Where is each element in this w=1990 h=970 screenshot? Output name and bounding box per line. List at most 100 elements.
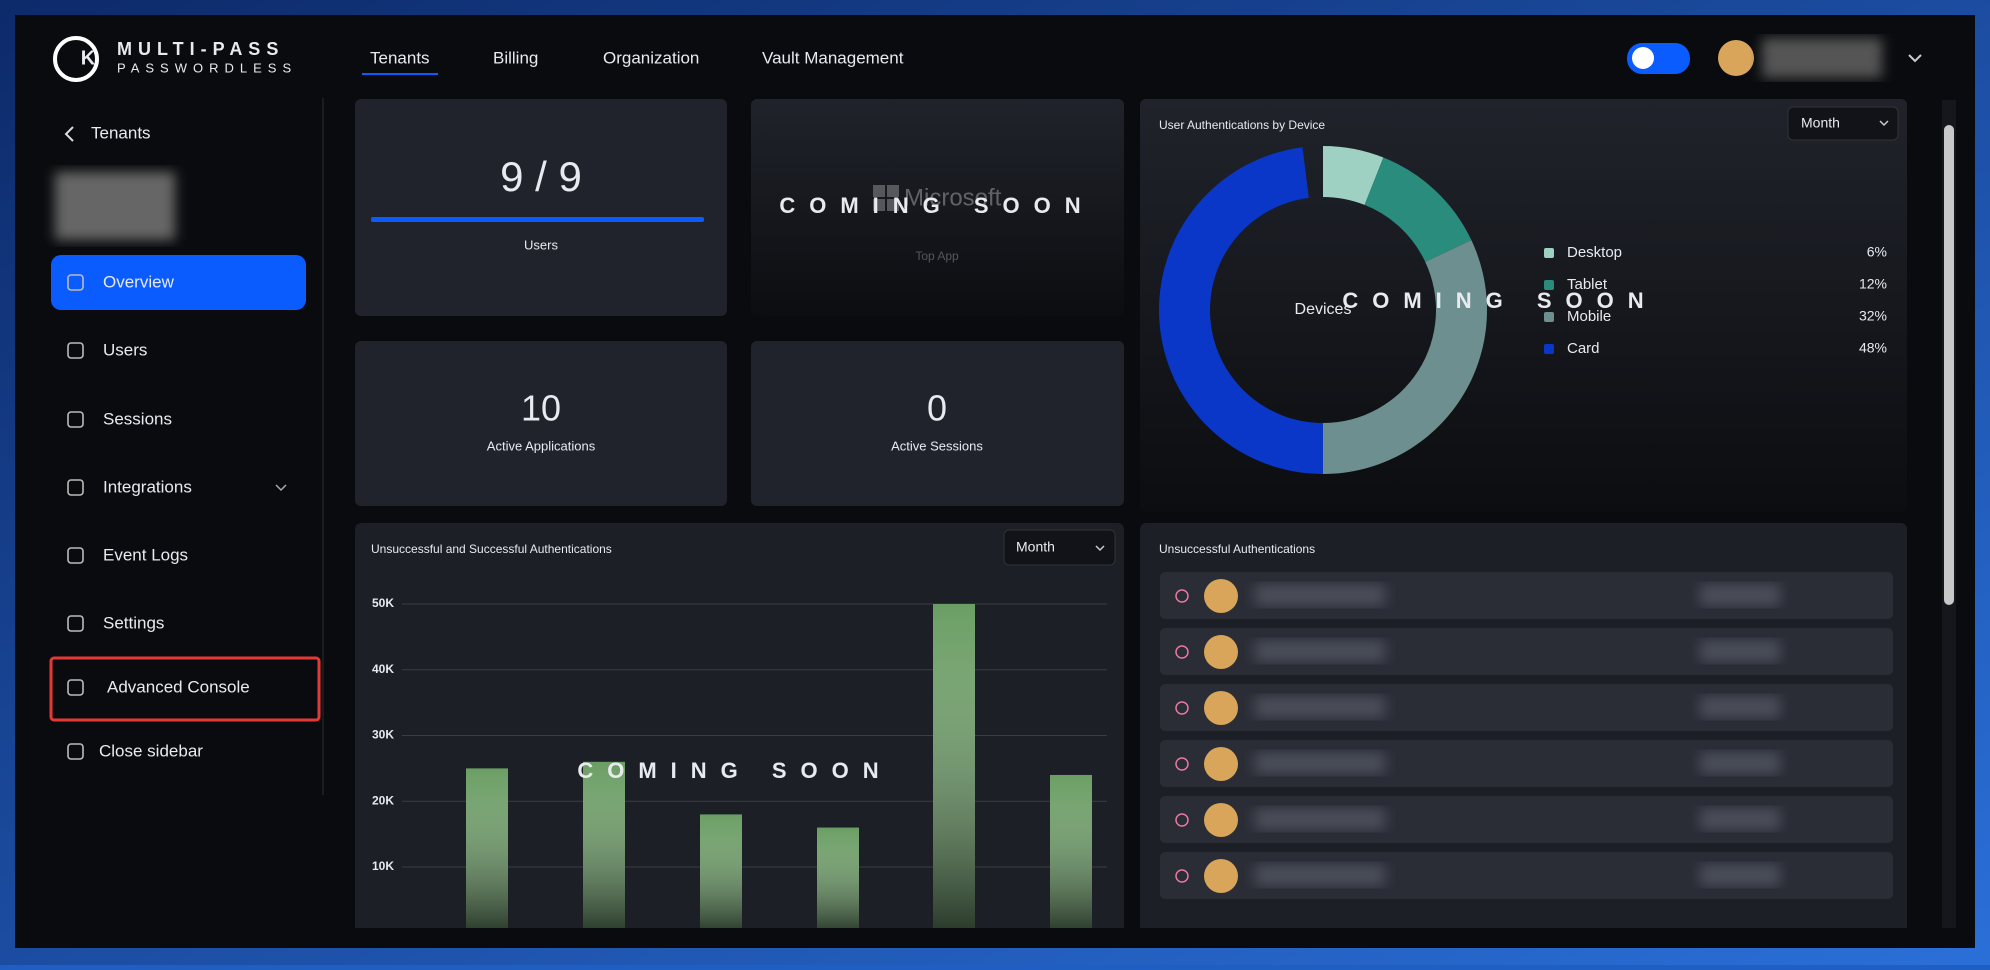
- bar-shade: [817, 827, 859, 928]
- legend-value: 6%: [1867, 244, 1887, 260]
- legend-swatch: [1544, 344, 1554, 354]
- list-row[interactable]: [1160, 628, 1893, 675]
- coming-soon: COMING SOON: [577, 758, 892, 783]
- coming-soon: COMING SOON: [1342, 288, 1657, 313]
- shield-icon: [1175, 645, 1189, 659]
- shield-icon: [1175, 589, 1189, 603]
- list-row[interactable]: [1160, 572, 1893, 619]
- legend-swatch: [1544, 280, 1554, 290]
- top-app-name: Microsoft: [904, 184, 1002, 211]
- top-app-label: Top App: [915, 249, 959, 263]
- legend-label: Tablet: [1567, 276, 1608, 293]
- back-icon[interactable]: [64, 126, 74, 142]
- sessions-card: [751, 341, 1124, 506]
- expand-chevron: [275, 484, 287, 492]
- sidebar-item[interactable]: Sessions: [103, 409, 172, 428]
- blurred-time: [1700, 864, 1780, 886]
- nav-tab[interactable]: Organization: [603, 48, 699, 67]
- legend-label: Desktop: [1567, 244, 1622, 261]
- bar-shade: [933, 604, 975, 928]
- shield-icon: [1175, 813, 1189, 827]
- users-label: Users: [524, 237, 558, 252]
- logo-top: MULTI-PASS: [117, 39, 284, 59]
- active-tab-underline: [362, 73, 438, 75]
- donut-segment: [1158, 147, 1323, 474]
- sidebar-item[interactable]: Overview: [103, 272, 175, 291]
- window-bottom: [15, 928, 1975, 948]
- dropdown-chevron: [1879, 120, 1889, 127]
- bar-shade: [583, 761, 625, 928]
- active-item-bg: [51, 255, 306, 310]
- list-row[interactable]: [1160, 740, 1893, 787]
- scrollbar-thumb[interactable]: [1944, 125, 1954, 605]
- blurred-name: [1255, 696, 1385, 718]
- shield-icon: [1175, 701, 1189, 715]
- coming-soon: COMING SOON: [779, 193, 1094, 218]
- user-avatar[interactable]: [1718, 40, 1754, 76]
- device-dropdown-label[interactable]: Month: [1801, 115, 1840, 131]
- dropdown-chevron: [1095, 545, 1105, 552]
- users-card: [355, 99, 727, 316]
- list-row[interactable]: [1160, 796, 1893, 843]
- avatar: [1204, 579, 1238, 613]
- sidebar-item[interactable]: Integrations: [103, 477, 192, 496]
- bar-shade: [700, 814, 742, 928]
- user-menu-chevron[interactable]: [1908, 54, 1922, 63]
- microsoft-logo: [873, 185, 899, 211]
- sidebar-item[interactable]: Event Logs: [103, 545, 188, 564]
- back-link[interactable]: Tenants: [91, 123, 151, 142]
- blurred-name: [1255, 808, 1385, 830]
- avatar: [1204, 635, 1238, 669]
- highlight-box: [49, 656, 321, 722]
- y-tick-label: 50K: [372, 596, 394, 610]
- top-app-card: [751, 99, 1124, 316]
- blurred-name: [1255, 640, 1385, 662]
- legend-label: Card: [1567, 340, 1600, 357]
- users-count: 9 / 9: [500, 153, 582, 200]
- nav-icon: [67, 342, 84, 359]
- donut-segment: [1364, 157, 1472, 262]
- avatar: [1204, 691, 1238, 725]
- bar-title: Unsuccessful and Successful Authenticati…: [371, 542, 612, 556]
- legend-value: 48%: [1859, 340, 1887, 356]
- sidebar-item[interactable]: Users: [103, 340, 147, 359]
- sidebar-item[interactable]: Settings: [103, 613, 164, 632]
- blurred-name: [1255, 752, 1385, 774]
- nav-tab[interactable]: Vault Management: [762, 48, 904, 67]
- bar-dropdown-label[interactable]: Month: [1016, 539, 1055, 555]
- device-dropdown[interactable]: [1787, 106, 1899, 141]
- shield-icon: [1175, 869, 1189, 883]
- nav-icon: [67, 274, 84, 291]
- sidebar-item[interactable]: Close sidebar: [99, 741, 203, 760]
- bar-shade: [1050, 774, 1092, 928]
- nav-icon: [67, 411, 84, 428]
- blurred-time: [1700, 752, 1780, 774]
- legend-label: Mobile: [1567, 308, 1611, 325]
- nav-icon: [67, 743, 84, 760]
- nav-tab[interactable]: Tenants: [370, 48, 430, 67]
- apps-card: [355, 341, 727, 506]
- device-title: User Authentications by Device: [1159, 118, 1325, 132]
- donut-center-label: Devices: [1295, 301, 1352, 318]
- avatar: [1204, 859, 1238, 893]
- blurred-time: [1700, 696, 1780, 718]
- nav-icon: [67, 615, 84, 632]
- bar-dropdown[interactable]: [1003, 529, 1116, 566]
- nav-tab[interactable]: Billing: [493, 48, 538, 67]
- list-row[interactable]: [1160, 684, 1893, 731]
- avatar: [1204, 803, 1238, 837]
- blurred-time: [1700, 584, 1780, 606]
- logo-k: K: [81, 47, 96, 69]
- list-row[interactable]: [1160, 852, 1893, 899]
- legend-value: 12%: [1859, 276, 1887, 292]
- avatar: [1204, 747, 1238, 781]
- sidebar-item[interactable]: Advanced Console: [107, 677, 250, 696]
- blurred-time: [1700, 808, 1780, 830]
- legend-swatch: [1544, 248, 1554, 258]
- donut-segment: [1323, 240, 1487, 474]
- donut-segment: [1323, 146, 1384, 205]
- y-tick-label: 20K: [372, 793, 394, 807]
- bar-card: [355, 523, 1124, 943]
- user-name-blurred: [1762, 38, 1882, 78]
